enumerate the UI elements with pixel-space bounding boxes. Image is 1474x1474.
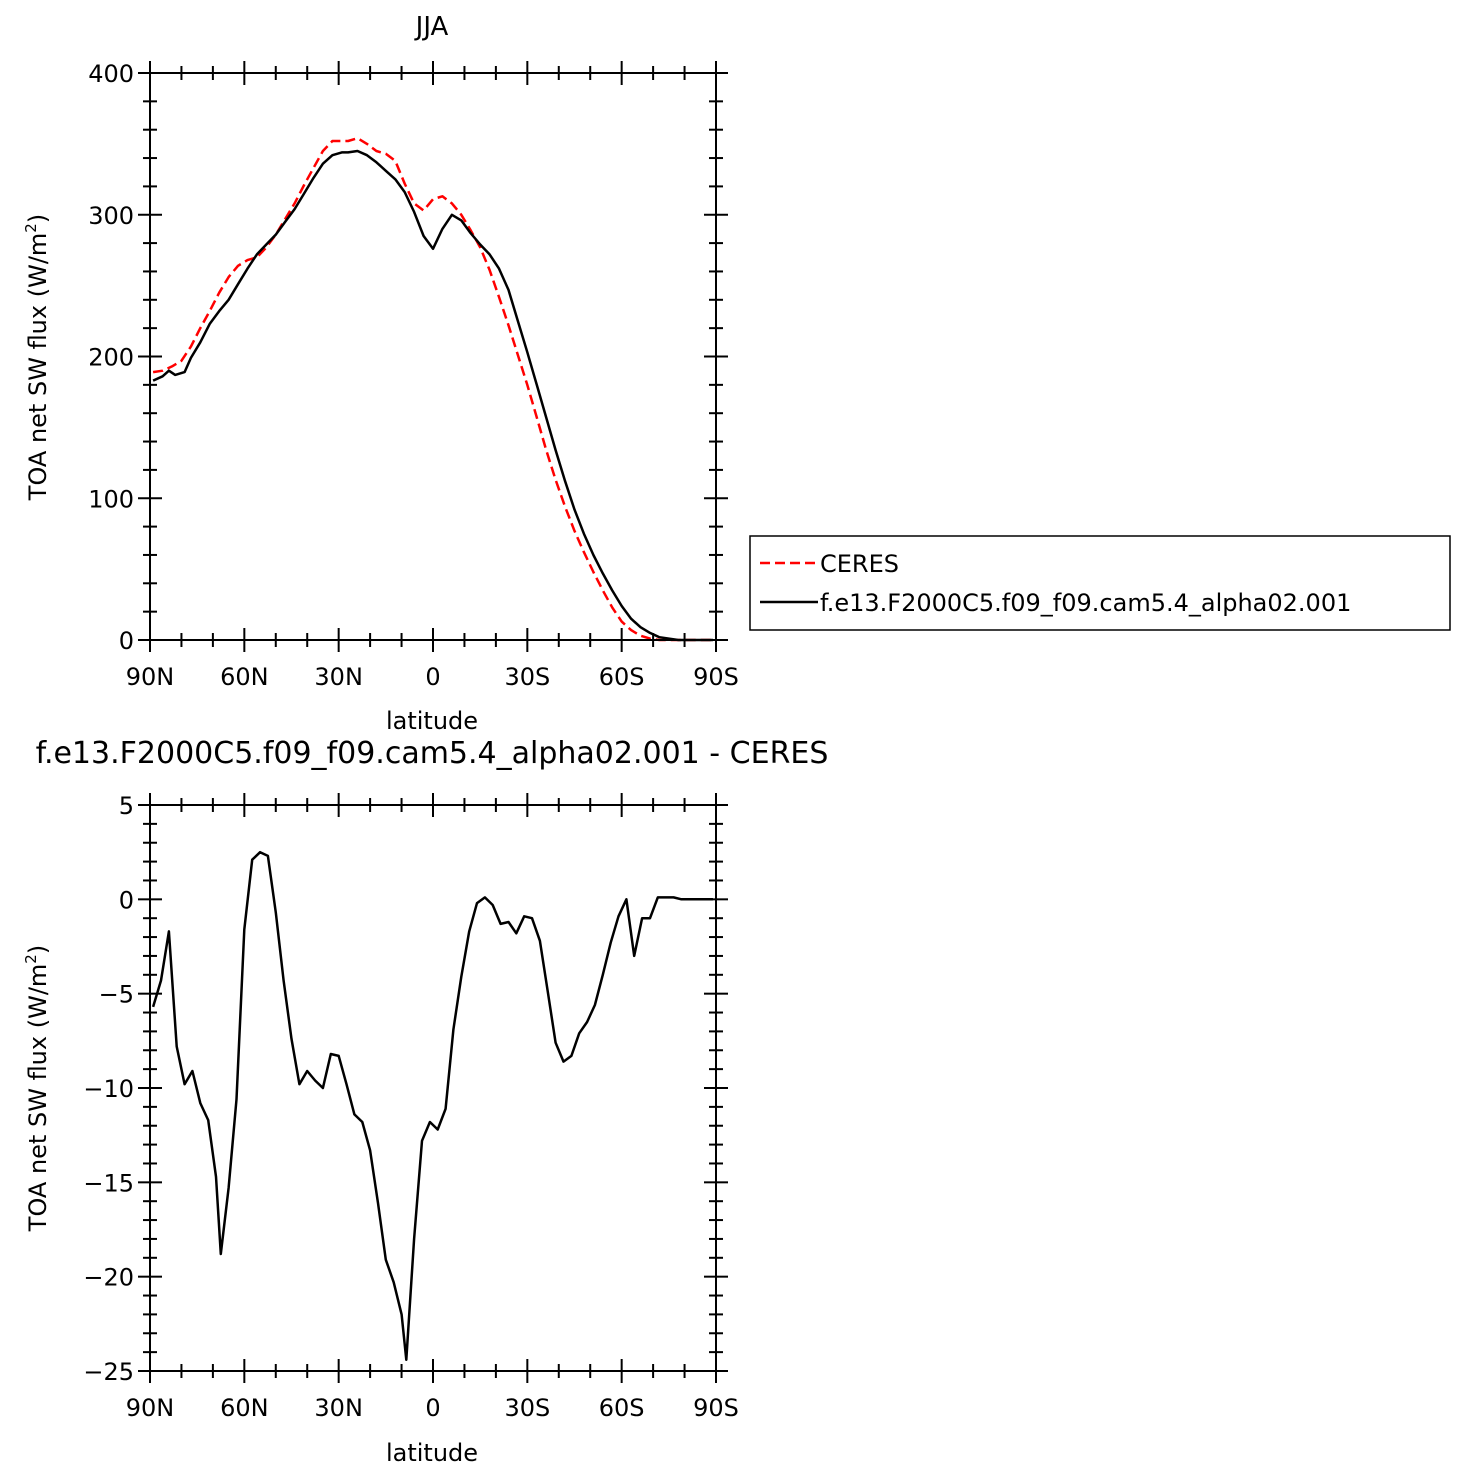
bottom-y-tick-label: −25: [83, 1358, 134, 1386]
top-series-line-f-e13-f2000c5-f09-f09-cam5-4-alpha02-001: [152, 149, 713, 642]
top-x-tick-label: 30S: [504, 663, 550, 691]
top-y-tick-label: 100: [88, 485, 134, 513]
bottom-x-tick-label: 30N: [314, 1394, 363, 1422]
bottom-x-tick-label: 30S: [504, 1394, 550, 1422]
bottom-x-tick-label: 60N: [220, 1394, 269, 1422]
top-chart-axes: [138, 61, 728, 652]
top-y-tick-label: 200: [88, 344, 134, 372]
top-chart-panel: JJA 90N 60N 30N 0 30S 60S 90S 0 100 200 300 400 lat…: [22, 12, 739, 735]
bottom-y-tick-label: 5: [119, 792, 134, 820]
bottom-chart-axes: [138, 793, 728, 1383]
bottom-series-line-0: [151, 850, 713, 1361]
top-plot-frame: [149, 72, 717, 641]
legend-box: [749, 535, 1451, 631]
top-x-tick-label: 60N: [220, 663, 269, 691]
bottom-chart-series: [151, 850, 713, 1361]
top-chart-tick-labels: 90N 60N 30N 0 30S 60S 90S 0 100 200 300 400: [88, 60, 739, 691]
bottom-plot-frame: [149, 804, 717, 1372]
bottom-x-tick-label: 0: [425, 1394, 440, 1422]
top-x-tick-label: 30N: [314, 663, 363, 691]
top-x-tick-label: 90N: [126, 663, 175, 691]
bottom-x-tick-label: 90N: [126, 1394, 175, 1422]
bottom-y-tick-label: 0: [119, 886, 134, 914]
top-x-tick-label: 0: [425, 663, 440, 691]
legend-label-model: f.e13.F2000C5.f09_f09.cam5.4_alpha02.001: [820, 589, 1351, 617]
bottom-y-axis-label: TOA net SW flux (W/m2): [22, 945, 52, 1232]
bottom-y-tick-label: −10: [83, 1075, 134, 1103]
top-x-axis-label: latitude: [386, 707, 478, 735]
top-y-tick-label: 400: [88, 60, 134, 88]
bottom-y-tick-label: −20: [83, 1264, 134, 1292]
top-x-tick-label: 60S: [599, 663, 645, 691]
bottom-chart-panel: f.e13.F2000C5.f09_f09.cam5.4_alpha02.001…: [22, 736, 828, 1467]
bottom-chart-tick-labels: 90N 60N 30N 0 30S 60S 90S 5 0 −5 −10 −15 −20 −25: [83, 792, 739, 1422]
bottom-y-tick-label: −5: [99, 981, 134, 1009]
top-y-tick-label: 0: [119, 627, 134, 655]
top-series-line-ceres: [152, 136, 713, 642]
top-chart-series: [152, 136, 713, 642]
bottom-chart-title: f.e13.F2000C5.f09_f09.cam5.4_alpha02.001…: [36, 736, 829, 771]
bottom-x-tick-label: 60S: [599, 1394, 645, 1422]
top-x-tick-label: 90S: [693, 663, 739, 691]
bottom-x-axis-label: latitude: [386, 1439, 478, 1467]
legend-label-ceres: CERES: [820, 550, 899, 578]
bottom-x-tick-label: 90S: [693, 1394, 739, 1422]
legend: CERES f.e13.F2000C5.f09_f09.cam5.4_alpha…: [749, 535, 1451, 631]
bottom-y-tick-label: −15: [83, 1169, 134, 1197]
top-chart-title: JJA: [414, 12, 449, 42]
top-y-tick-label: 300: [88, 202, 134, 230]
top-y-axis-label: TOA net SW flux (W/m2): [22, 214, 52, 501]
